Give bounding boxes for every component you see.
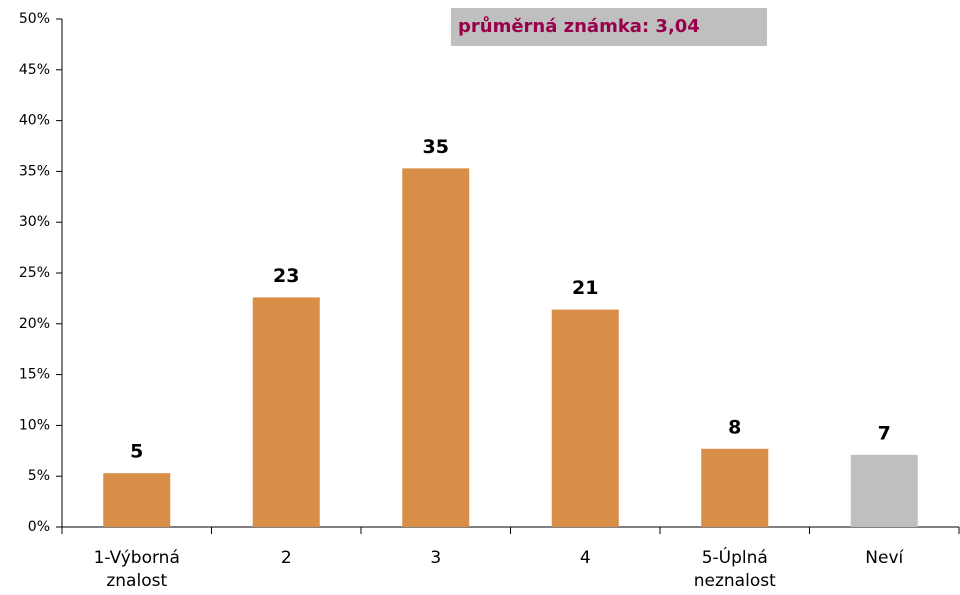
y-tick-label: 20% (19, 316, 50, 332)
value-label: 8 (728, 416, 741, 438)
annotation: průměrná známka: 3,04 (458, 15, 700, 37)
y-tick-label: 15% (19, 367, 50, 383)
x-tick-label: 1-Výborná znalost (93, 548, 180, 591)
x-tick-label: 4 (579, 548, 591, 568)
y-tick-label: 5% (28, 468, 50, 484)
bar (103, 473, 171, 527)
y-tick-label: 40% (19, 113, 50, 129)
y-tick-label: 0% (28, 519, 50, 535)
value-label: 21 (572, 277, 598, 299)
x-tick-label: Neví (865, 548, 904, 568)
y-tick-label: 50% (19, 11, 50, 27)
bar (551, 309, 619, 527)
y-tick-label: 35% (19, 163, 50, 179)
y-tick-label: 10% (19, 417, 50, 433)
bar (850, 454, 918, 527)
y-tick-label: 25% (19, 265, 50, 281)
value-label: 23 (273, 265, 299, 287)
y-tick-label: 30% (19, 214, 50, 230)
annotation-box (451, 8, 767, 46)
bar (252, 297, 320, 527)
x-tick-label: 5-Úplná neznalost (693, 548, 776, 591)
value-label: 5 (130, 441, 143, 463)
bar (701, 448, 769, 527)
value-label: 35 (423, 136, 449, 158)
value-label: 7 (878, 422, 891, 444)
y-tick-label: 45% (19, 62, 50, 78)
x-tick-label: 3 (430, 548, 442, 568)
x-tick-label: 2 (280, 548, 292, 568)
bar (402, 168, 470, 528)
